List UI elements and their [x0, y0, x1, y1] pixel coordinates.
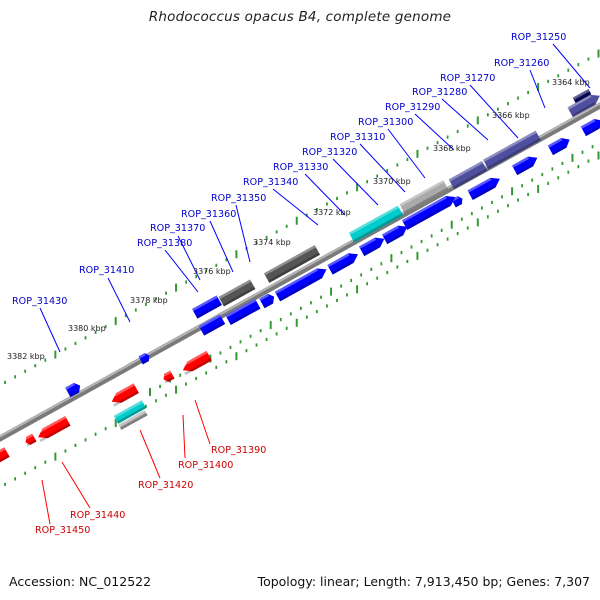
label-connector: [469, 84, 519, 139]
gene-feature[interactable]: [327, 249, 360, 275]
label-connector: [332, 158, 379, 206]
gene-label[interactable]: ROP_31450: [35, 525, 90, 536]
gene-label[interactable]: ROP_31270: [440, 73, 495, 84]
kbp-label: 3374 kbp: [253, 238, 291, 247]
reverse-gene-labels: ROP_31390 ROP_31400 ROP_31420 ROP_31440 …: [35, 445, 266, 536]
gene-feature[interactable]: [547, 135, 573, 156]
gene-label[interactable]: ROP_31310: [330, 132, 385, 143]
label-connector: [359, 143, 406, 193]
gene-feature[interactable]: [161, 370, 175, 384]
kbp-scale: 3364 kbp 3366 kbp 3368 kbp 3370 kbp 3372…: [7, 78, 590, 361]
gene-feature[interactable]: [451, 195, 464, 208]
gene-label[interactable]: ROP_31250: [511, 32, 566, 43]
gene-feature[interactable]: [0, 447, 10, 465]
gene-feature[interactable]: [448, 160, 488, 190]
gene-label[interactable]: ROP_31280: [412, 87, 467, 98]
kbp-label: 3382 kbp: [7, 352, 45, 361]
gene-feature[interactable]: [467, 174, 502, 201]
gene-feature[interactable]: [23, 433, 37, 447]
gene-label[interactable]: ROP_31350: [211, 193, 266, 204]
kbp-label: 3376 kbp: [193, 267, 231, 276]
label-connector: [552, 43, 591, 89]
gene-label[interactable]: ROP_31340: [243, 177, 298, 188]
gene-label[interactable]: ROP_31420: [138, 480, 193, 491]
gene-feature[interactable]: [399, 180, 449, 214]
kbp-label: 3364 kbp: [552, 78, 590, 87]
gene-label[interactable]: ROP_31390: [211, 445, 266, 456]
gene-feature[interactable]: [218, 279, 256, 307]
map-title: Rhodococcus opacus B4, complete genome: [148, 9, 452, 25]
gene-feature[interactable]: [113, 400, 147, 424]
gene-label[interactable]: ROP_31430: [12, 296, 67, 307]
gene-label[interactable]: ROP_31400: [178, 460, 233, 471]
gene-feature[interactable]: [381, 222, 410, 245]
gene-label[interactable]: ROP_31290: [385, 102, 440, 113]
gene-label[interactable]: ROP_31300: [358, 117, 413, 128]
label-connectors: [39, 43, 591, 525]
gene-label[interactable]: ROP_31440: [70, 510, 125, 521]
label-connector: [177, 235, 201, 281]
accession-text: Accession: NC_012522: [9, 574, 152, 589]
gene-feature[interactable]: [358, 234, 387, 257]
gene-feature[interactable]: [274, 265, 329, 302]
label-connector: [194, 399, 211, 445]
gene-feature[interactable]: [567, 91, 600, 118]
kbp-label: 3370 kbp: [373, 177, 411, 186]
label-connector: [61, 461, 91, 509]
label-connector: [41, 479, 51, 525]
kbp-label: 3378 kbp: [130, 296, 168, 305]
gene-feature[interactable]: [118, 410, 148, 430]
kbp-label: 3380 kbp: [68, 324, 106, 333]
gene-feature[interactable]: [401, 192, 458, 230]
gene-label[interactable]: ROP_31370: [150, 223, 205, 234]
gene-label[interactable]: ROP_31410: [79, 265, 134, 276]
forward-gene-labels: ROP_31250 ROP_31260 ROP_31270 ROP_31280 …: [12, 32, 566, 307]
gene-feature[interactable]: [109, 383, 139, 407]
label-connector: [235, 204, 251, 263]
gene-feature[interactable]: [580, 116, 600, 137]
label-connector: [139, 429, 161, 479]
gene-feature[interactable]: [198, 314, 226, 336]
gene-feature[interactable]: [511, 153, 540, 176]
gene-label[interactable]: ROP_31330: [273, 162, 328, 173]
label-connector: [164, 249, 199, 293]
gene-feature[interactable]: [180, 350, 212, 376]
kbp-label: 3366 kbp: [492, 111, 530, 120]
label-connector: [182, 414, 186, 459]
gene-feature[interactable]: [138, 352, 151, 365]
gene-feature[interactable]: [259, 292, 277, 309]
gene-feature[interactable]: [35, 415, 71, 443]
kbp-label: 3372 kbp: [313, 208, 351, 217]
label-connector: [209, 220, 234, 273]
gene-label[interactable]: ROP_31320: [302, 147, 357, 158]
gene-feature[interactable]: [483, 130, 541, 170]
label-connector: [39, 307, 61, 353]
tick-rows: [4, 49, 600, 487]
label-connector: [414, 113, 455, 151]
gene-feature[interactable]: [225, 298, 261, 326]
gene-feature[interactable]: [192, 295, 222, 319]
label-connector: [529, 69, 546, 109]
gene-label[interactable]: ROP_31360: [181, 209, 236, 220]
label-connector: [304, 173, 346, 216]
genome-summary-text: Topology: linear; Length: 7,913,450 bp; …: [257, 574, 590, 589]
kbp-label: 3368 kbp: [433, 144, 471, 153]
label-connector: [387, 128, 426, 179]
label-connector: [272, 188, 319, 226]
gene-features: [0, 89, 600, 465]
gene-label[interactable]: ROP_31260: [494, 58, 549, 69]
label-connector: [107, 277, 131, 323]
gene-feature[interactable]: [263, 245, 321, 283]
gene-label[interactable]: ROP_31380: [137, 238, 192, 249]
gene-feature[interactable]: [572, 89, 592, 103]
label-connector: [441, 98, 489, 141]
gene-feature[interactable]: [348, 205, 404, 243]
gene-feature[interactable]: [65, 381, 83, 398]
